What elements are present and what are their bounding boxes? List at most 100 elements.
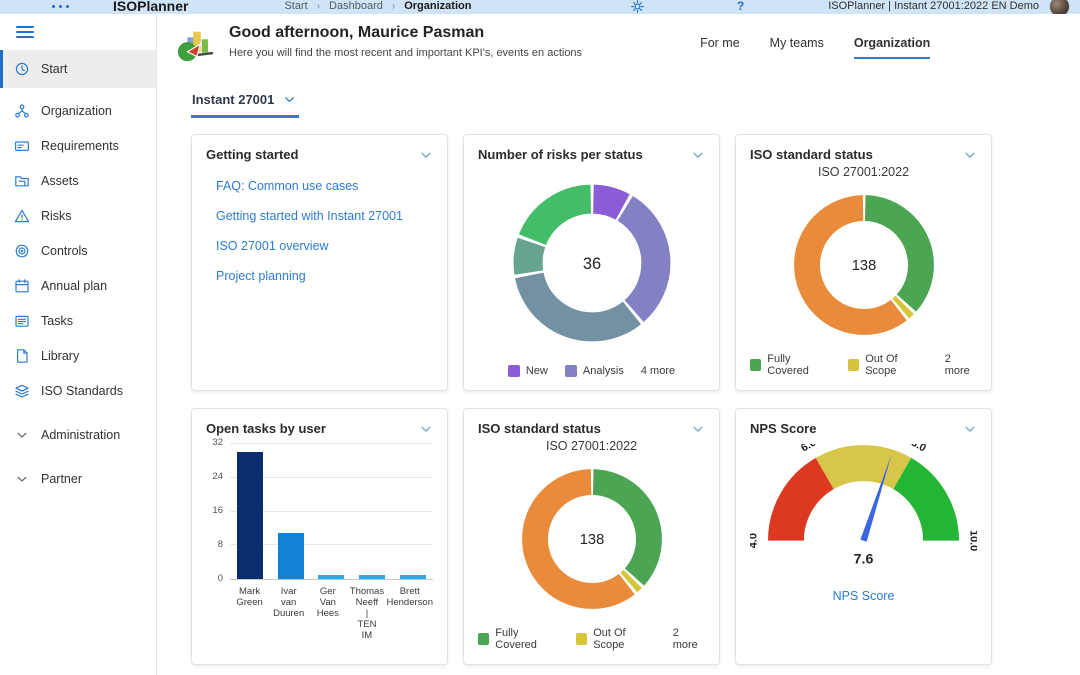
legend-label: Fully Covered (767, 353, 809, 377)
breadcrumb-item-current[interactable]: Organization (404, 0, 472, 12)
donut-segment-analysis[interactable] (513, 184, 670, 341)
gauge-band (892, 457, 960, 542)
chart-subtitle: ISO 27001:2022 (817, 165, 910, 179)
donut-total-label: 138 (579, 532, 603, 548)
breadcrumb-separator: › (316, 0, 321, 12)
pivot-label: Instant 27001 (192, 92, 275, 107)
donut-total-label: 36 (582, 254, 600, 272)
iso-standard-legend: Fully Covered Out Of Scope 2 more (478, 625, 705, 652)
link-getting-started-instant-27001[interactable]: Getting started with Instant 27001 (216, 209, 403, 223)
sidebar-item-iso-standards[interactable]: ISO Standards (0, 373, 156, 408)
sidebar-item-library[interactable]: Library (0, 338, 156, 373)
x-axis-label: Thomas Neeff | TEN IM (349, 586, 385, 641)
breadcrumb: Start › Dashboard › Organization (284, 0, 471, 12)
donut-segment-fully-covered[interactable] (521, 469, 662, 609)
sidebar-item-label: Organization (41, 103, 112, 118)
card-title: ISO standard status (750, 147, 873, 162)
avatar[interactable] (1049, 0, 1070, 14)
chevron-down-icon[interactable] (691, 422, 705, 436)
link-project-planning[interactable]: Project planning (216, 269, 306, 283)
donut-segment[interactable] (513, 184, 670, 341)
card-iso-standard-status-bottom: ISO standard status ISO 27001:2022 138 F… (463, 408, 720, 665)
sidebar-item-label: Controls (41, 243, 88, 258)
gauge-tick-label: 8.0 (909, 444, 928, 454)
sidebar-item-label: Start (41, 62, 68, 76)
sidebar-item-annual-plan[interactable]: Annual plan (0, 268, 156, 303)
sidebar-item-requirements[interactable]: Requirements (0, 128, 156, 163)
link-iso-27001-overview[interactable]: ISO 27001 overview (216, 239, 329, 253)
tab-organization[interactable]: Organization (853, 36, 931, 59)
bar-mark-green[interactable] (237, 452, 264, 579)
top-bar: ISOPlanner Start › Dashboard › Organizat… (0, 0, 1080, 14)
link-faq-common-use-cases[interactable]: FAQ: Common use cases (216, 179, 359, 193)
donut-segment[interactable] (521, 469, 662, 609)
sidebar-group-partner[interactable]: Partner (0, 461, 156, 496)
chevron-down-icon[interactable] (419, 422, 433, 436)
legend-item: New (507, 365, 548, 377)
app-brand[interactable]: ISOPlanner (113, 0, 189, 14)
tenant-label: ISOPlanner | Instant 27001:2022 EN Demo (828, 0, 1039, 12)
page-title: Good afternoon, Maurice Pasman (229, 24, 485, 41)
sidebar-item-label: Library (41, 348, 80, 363)
gauge-band (767, 457, 835, 542)
sidebar-item-tasks[interactable]: Tasks (0, 303, 156, 338)
x-axis-label: Mark Green (236, 586, 263, 608)
gear-icon[interactable] (630, 0, 645, 14)
sidebar-group-administration[interactable]: Administration (0, 417, 156, 452)
chevron-down-icon[interactable] (691, 148, 705, 162)
legend-swatch (478, 633, 490, 645)
card-title: ISO standard status (478, 421, 601, 436)
gauge-band (815, 445, 912, 490)
nps-score-link[interactable]: NPS Score (832, 589, 895, 603)
sidebar-item-start[interactable]: Start (0, 50, 156, 88)
help-icon[interactable]: ? (736, 0, 745, 13)
donut-segment[interactable] (513, 184, 670, 341)
assets-icon (14, 173, 30, 189)
tab-for-me[interactable]: For me (700, 36, 740, 50)
card-title: Open tasks by user (206, 421, 326, 436)
bar-ger-van-hees[interactable] (318, 574, 345, 579)
gauge-tick-label: 10.0 (967, 530, 977, 551)
bar-column (230, 444, 271, 579)
legend-label: New (525, 365, 548, 377)
waffle-icon[interactable] (52, 4, 69, 8)
sidebar-item-risks[interactable]: Risks (0, 198, 156, 233)
donut-segment[interactable] (793, 195, 934, 335)
breadcrumb-item[interactable]: Dashboard (329, 0, 383, 12)
requirements-icon (14, 138, 30, 154)
legend-label: 4 more (640, 365, 676, 377)
chevron-down-icon[interactable] (963, 422, 977, 436)
card-title: NPS Score (750, 421, 817, 436)
tasks-icon (14, 313, 30, 329)
pivot-instant-27001[interactable]: Instant 27001 (191, 92, 300, 118)
legend-label: 2 more (944, 353, 970, 377)
y-axis-tick: 24 (212, 471, 223, 482)
sidebar-item-organization[interactable]: Organization (0, 93, 156, 128)
sidebar-item-label: Annual plan (41, 278, 108, 293)
scope-tabs: For me My teams Organization (700, 36, 931, 59)
chevron-down-icon[interactable] (963, 148, 977, 162)
x-axis-label: Brett Henderson (386, 586, 433, 608)
bar-thomas-neeff-ten-im[interactable] (359, 574, 386, 579)
dashboard-grid: Getting started FAQ: Common use cases Ge… (191, 134, 1080, 665)
card-iso-standard-status-top: ISO standard status ISO 27001:2022 138 F… (735, 134, 992, 391)
hamburger-icon[interactable] (16, 26, 34, 38)
x-axis-label: Ger Van Hees (316, 586, 339, 619)
breadcrumb-separator: › (391, 0, 396, 12)
bar-ivar-van-duuren[interactable] (277, 532, 304, 579)
bar-column (352, 444, 393, 579)
legend-label: 2 more (672, 627, 698, 651)
iso-standard-donut-chart: 138 (782, 183, 946, 347)
legend-item: Fully Covered (750, 353, 831, 377)
sidebar-item-label: Assets (41, 173, 79, 188)
bar-brett-henderson[interactable] (399, 574, 426, 579)
donut-segment-fully-covered[interactable] (793, 195, 934, 335)
sidebar-item-assets[interactable]: Assets (0, 163, 156, 198)
breadcrumb-item[interactable]: Start (284, 0, 308, 12)
tab-my-teams[interactable]: My teams (769, 36, 824, 50)
bar-column (392, 444, 433, 579)
gridline (230, 544, 433, 546)
card-nps-score: NPS Score 4.0 6.0 8.0 10.0 7.6 NPS Score (735, 408, 992, 665)
chevron-down-icon[interactable] (419, 148, 433, 162)
sidebar-item-controls[interactable]: Controls (0, 233, 156, 268)
